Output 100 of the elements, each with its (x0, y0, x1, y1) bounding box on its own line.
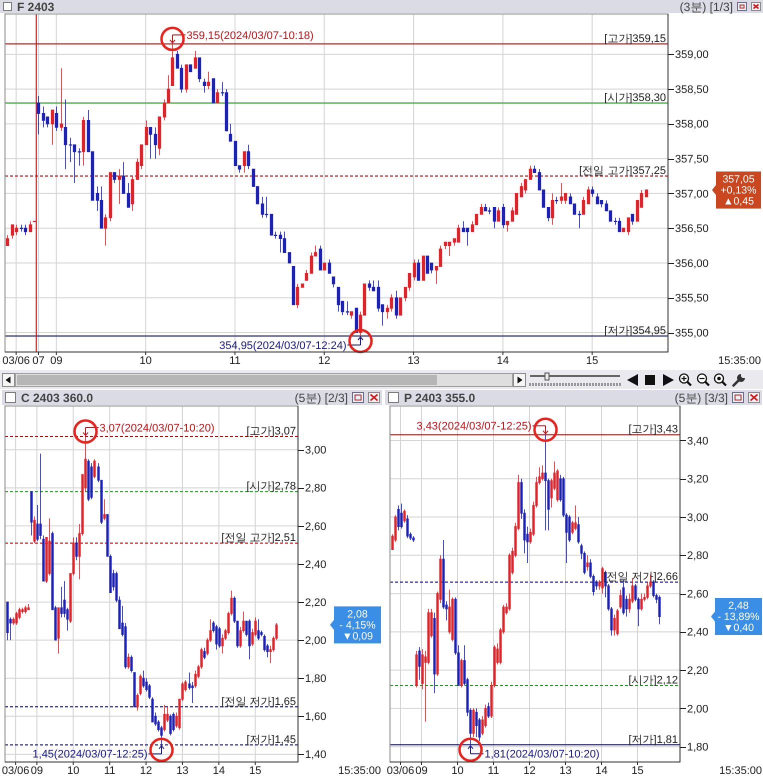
text: 15:35:00 (719, 765, 762, 777)
x-tick-label: 09 (30, 765, 43, 777)
candlestick (54, 106, 58, 132)
candlestick (126, 182, 130, 208)
candlestick (282, 231, 286, 253)
y-tick-label: 355,50 (675, 292, 709, 305)
ref-line-label: [전일 저가]1,65 (221, 696, 296, 708)
ref-line-label: [고가]3,43 (628, 424, 678, 436)
text: (3분) [1/3] (680, 0, 733, 14)
candlestick (528, 165, 532, 180)
x-tick-label: 09 (50, 355, 62, 367)
ref-line-label: [저가]1,45 (246, 734, 296, 746)
candlestick (20, 224, 24, 232)
candlestick (448, 242, 452, 256)
annotation: 1,45(2024/03/07-12:25) (32, 748, 148, 761)
candlestick (554, 196, 558, 204)
x-tick-label: 11 (488, 765, 500, 777)
candlestick (596, 193, 600, 204)
y-tick-label: 2,20 (305, 596, 326, 609)
candlestick (104, 214, 108, 246)
candlestick (202, 78, 206, 93)
x-tick-label: 12 (140, 765, 152, 777)
y-tick-label: 356,50 (675, 223, 709, 236)
ref-line-label: [시가]358,30 (604, 92, 666, 104)
candlestick (418, 646, 421, 680)
y-tick-label: 358,50 (675, 84, 709, 96)
candlestick (506, 220, 510, 232)
y-tick-label: 2,80 (687, 550, 708, 562)
candlestick (574, 505, 577, 531)
x-tick-label: 09 (415, 765, 428, 777)
x-tick-label: 14 (496, 355, 510, 367)
candlestick (122, 162, 126, 194)
y-tick-label: 3,20 (687, 474, 708, 486)
candlestick (206, 71, 210, 90)
candlestick (50, 110, 54, 146)
candlestick (394, 290, 398, 320)
x-tick-label: 11 (229, 355, 241, 367)
candlestick (216, 88, 220, 104)
candlestick (412, 536, 415, 542)
text: 357,05 +0,13% ▲0,45 (720, 174, 756, 208)
candlestick (586, 554, 589, 571)
candlestick (475, 708, 478, 738)
chart-title: P 2403 355.0 (404, 390, 476, 405)
candlestick (520, 182, 524, 198)
candlestick (42, 106, 46, 128)
annotation: 3,07(2024/03/07-10:20) (100, 422, 214, 434)
y-tick-label: 2,00 (687, 703, 708, 716)
y-tick-label: 2,20 (687, 664, 708, 677)
candlestick (100, 186, 104, 229)
candlestick (60, 68, 64, 132)
candlestick (27, 604, 30, 610)
candlestick (350, 311, 354, 320)
candlestick (372, 280, 376, 292)
candlestick (590, 186, 594, 198)
ref-line-label: [전일 고가]2,51 (221, 532, 296, 544)
x-tick-label: 10 (451, 765, 464, 777)
text: 15:35:00 (718, 355, 761, 367)
candlestick (578, 210, 582, 229)
ref-line-label: [시가]2,78 (246, 480, 296, 493)
chart-title: F 2403 (17, 0, 55, 14)
y-tick-label: 1,60 (305, 711, 326, 724)
x-tick-label: 12 (523, 765, 536, 777)
candlestick (118, 168, 122, 204)
y-tick-label: 359,00 (675, 49, 709, 62)
candlestick (332, 276, 336, 288)
candlestick (142, 670, 145, 688)
text: 15:35:00 (338, 765, 381, 777)
x-tick-label: 14 (212, 765, 225, 777)
y-tick-label: 2,60 (305, 520, 326, 533)
candlestick (103, 498, 106, 521)
candlestick (82, 116, 86, 166)
y-tick-label: 357,00 (675, 188, 709, 200)
y-tick-label: 2,40 (305, 558, 326, 571)
y-tick-label: 3,40 (687, 435, 708, 448)
candlestick (560, 182, 564, 204)
candlestick (257, 618, 260, 641)
ref-line-label: [저가]1,81 (628, 734, 678, 746)
candlestick (278, 231, 282, 253)
candlestick (484, 203, 488, 212)
y-tick-label: 3,00 (305, 444, 326, 457)
text: (5분) [3/3] (674, 390, 728, 405)
y-tick-label: 356,00 (675, 258, 709, 270)
y-tick-label: 355,00 (675, 327, 709, 340)
x-tick-label: 13 (559, 765, 572, 777)
ref-line-label: [시가]2,12 (628, 674, 678, 686)
y-tick-label: 2,80 (305, 482, 326, 495)
candlestick (550, 193, 554, 226)
annotation: 359,15(2024/03/07-10:18) (186, 30, 314, 42)
x-tick-label: 03/06 (2, 765, 30, 777)
candlestick (328, 259, 332, 274)
y-tick-label: 358,00 (675, 118, 709, 131)
candlestick (148, 126, 152, 160)
text: (5분) [2/3] (294, 390, 348, 405)
candlestick (154, 126, 158, 160)
ref-line-label: [저가]354,95 (604, 325, 666, 338)
ref-line-label: [고가]3,07 (246, 425, 296, 438)
candlestick (36, 96, 40, 135)
candlestick (346, 300, 350, 316)
x-tick-label: 03/06 (2, 355, 30, 367)
candlestick (532, 165, 536, 173)
